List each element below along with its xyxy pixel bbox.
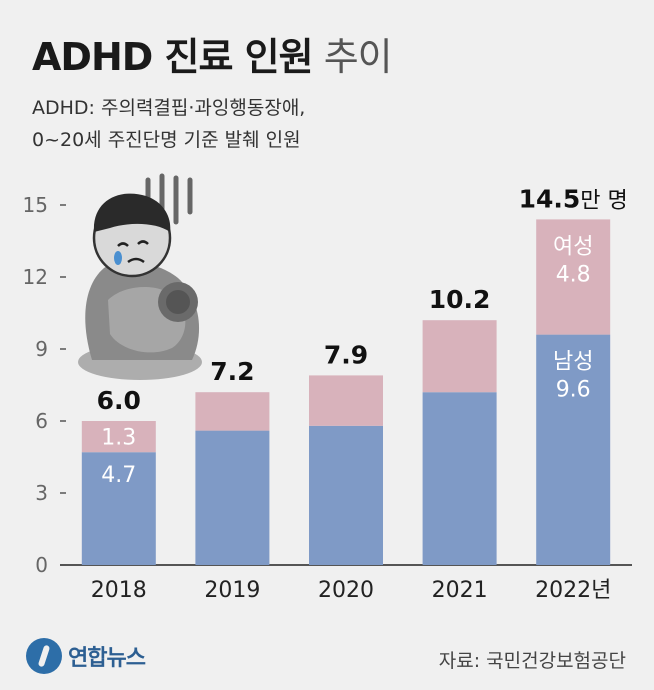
x-tick-label: 2019: [204, 578, 260, 603]
total-label: 7.2: [210, 357, 254, 386]
bar-female-3: [422, 320, 497, 393]
chart-title: ADHD 진료 인원 추이: [32, 26, 393, 81]
source-note: 자료: 국민건강보험공단: [438, 650, 626, 672]
bar-male-2: [309, 425, 383, 565]
segment-value-female: 4.8: [556, 262, 591, 287]
y-tick-label: 15: [23, 193, 48, 217]
y-tick-label: 12: [23, 265, 48, 289]
total-value: 14.5: [519, 184, 581, 213]
bar-female-2: [309, 375, 383, 426]
x-tick-label: 2021: [432, 578, 488, 603]
subtitle-line-1: ADHD: 주의력결핍·과잉행동장애,: [32, 97, 306, 119]
bar-male-1: [195, 430, 270, 565]
subtitle-line-2: 0~20세 주진단명 기준 발췌 인원: [32, 129, 301, 151]
y-tick-label: 9: [35, 337, 48, 361]
segment-value-male: 9.6: [556, 378, 591, 403]
x-tick-label: 2018: [91, 578, 147, 603]
segment-value-female: 1.3: [101, 426, 136, 451]
total-label: 10.2: [429, 285, 491, 314]
title-main: ADHD 진료 인원: [32, 35, 314, 79]
total-value: 7.2: [210, 357, 254, 386]
x-tick-label: 2020: [318, 578, 374, 603]
total-label: 6.0: [97, 386, 141, 415]
y-tick-label: 0: [35, 553, 48, 577]
total-unit: 만 명: [580, 188, 627, 213]
total-value: 10.2: [429, 285, 491, 314]
title-suffix: 추이: [323, 35, 393, 79]
bar-male-3: [422, 392, 497, 565]
bar-male-0: [81, 452, 156, 565]
chart-subtitle: ADHD: 주의력결핍·과잉행동장애, 0~20세 주진단명 기준 발췌 인원: [32, 92, 632, 156]
total-value: 7.9: [324, 340, 368, 369]
x-tick-label: 2022년: [535, 578, 611, 603]
bar-female-0: [81, 421, 156, 453]
yonhap-logo-text: 연합뉴스: [68, 646, 146, 671]
series-name-male: 남성: [553, 350, 593, 375]
bars: [81, 219, 611, 565]
y-tick-label: 3: [35, 481, 48, 505]
bar-labels: 2018 6.0 1.3 4.7 2019 7.2 2020 7.9 2021 10.2 2022년…: [91, 184, 628, 603]
yonhap-logo: 연합뉴스: [26, 638, 146, 674]
total-label: 14.5만 명: [519, 184, 628, 213]
series-name-female: 여성: [553, 234, 593, 259]
bar-female-1: [195, 392, 270, 431]
sad-child-illustration: [78, 173, 202, 380]
yonhap-logo-icon: [26, 638, 62, 674]
total-value: 6.0: [97, 386, 141, 415]
bar-female-4: [536, 219, 611, 335]
total-label: 7.9: [324, 340, 368, 369]
segment-value-male: 4.7: [101, 463, 136, 488]
y-tick-label: 6: [35, 409, 48, 433]
bar-male-4: [536, 334, 611, 565]
